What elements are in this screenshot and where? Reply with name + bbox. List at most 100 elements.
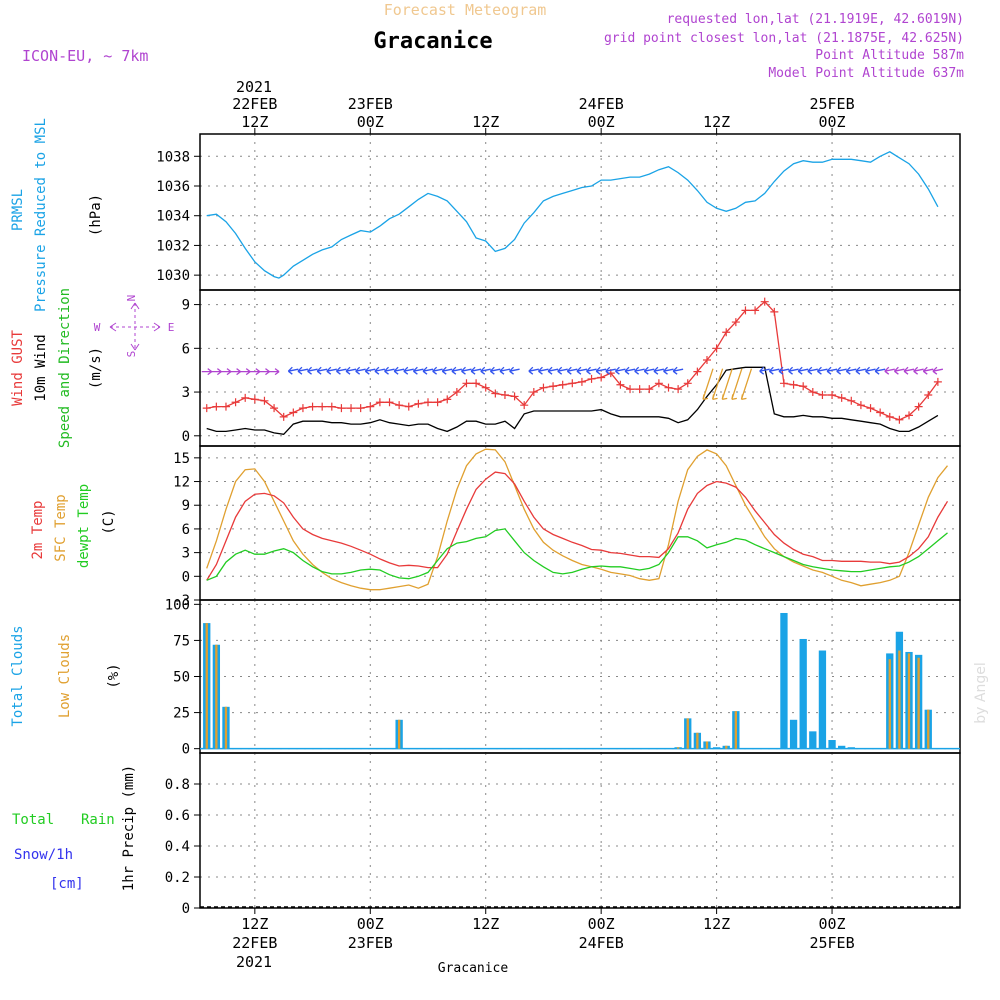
- pressure-ytick-label: 1036: [156, 179, 190, 195]
- wind-direction-arrow: [432, 366, 443, 375]
- gust-point: [828, 390, 837, 399]
- total-cloud-label: Total Clouds: [10, 625, 26, 726]
- gust-point: [279, 412, 288, 421]
- clouds-ytick-label: 75: [173, 633, 190, 649]
- wind-labels: Wind GUST 10m Wind Speed and Direction (…: [10, 288, 174, 448]
- gust-point: [500, 390, 509, 399]
- gust-point: [337, 404, 346, 413]
- clouds-ytick-label: 0: [182, 742, 190, 758]
- bottom-date-label: 24FEB: [579, 934, 624, 952]
- wind-direction-arrow: [576, 366, 588, 375]
- wind-direction-arrow: [702, 368, 714, 400]
- gust-point: [327, 402, 336, 411]
- wind-direction-arrow: [653, 366, 665, 375]
- wind-direction-arrow: [643, 366, 655, 375]
- cloud-labels: Total Clouds Low Clouds (%): [10, 625, 122, 726]
- gust-point: [260, 396, 269, 405]
- bottom-time-label: 12Z: [472, 915, 499, 933]
- wind-direction-arrow: [211, 368, 222, 376]
- top-year: 2021: [236, 78, 272, 96]
- wind-direction-arrow: [855, 366, 867, 375]
- gust-point: [462, 379, 471, 388]
- wind-direction-arrow: [316, 366, 328, 375]
- bottom-time-label: 12Z: [241, 915, 268, 933]
- low-cloud-bar: [888, 659, 891, 749]
- wind-direction-arrow: [605, 366, 616, 375]
- precip-snow-label: Snow/1h: [14, 847, 73, 863]
- wind-direction-arrow: [778, 366, 790, 375]
- compass-w: W: [94, 321, 101, 334]
- gust-point: [356, 404, 365, 413]
- bottom-date-label: 23FEB: [348, 934, 393, 952]
- gust-point: [558, 380, 567, 389]
- temperature-ytick-label: 3: [182, 546, 190, 562]
- bottom-time-label: 00Z: [819, 915, 846, 933]
- total-cloud-bar: [809, 731, 817, 749]
- pressure-ytick-label: 1034: [156, 209, 190, 225]
- gust-point: [731, 318, 740, 327]
- low-cloud-bar: [705, 741, 709, 749]
- gust-point: [568, 379, 577, 388]
- gust-point: [404, 402, 413, 411]
- gust-point: [616, 380, 625, 389]
- wind-direction-arrow: [326, 366, 337, 375]
- wind-direction-arrow: [797, 366, 809, 375]
- clouds-panel: 0 25 50 75 100: [165, 597, 961, 758]
- wind-direction-arrow: [287, 366, 299, 375]
- gust-point: [452, 388, 461, 397]
- wind-direction-arrow: [384, 366, 395, 375]
- gust-point: [626, 385, 635, 394]
- wind-direction-arrow: [922, 366, 934, 375]
- wind-direction-arrow: [731, 368, 743, 400]
- top-date-label: 22FEB: [232, 95, 277, 113]
- super-title: Forecast Meteogram: [384, 1, 547, 19]
- gust-point: [866, 404, 875, 413]
- precip-total-label: Total: [12, 812, 54, 828]
- precip-ytick-label: 0.2: [165, 870, 190, 886]
- gust-point: [847, 396, 856, 405]
- gust-point: [549, 382, 558, 391]
- gust-point: [366, 402, 375, 411]
- gust-point: [924, 390, 933, 399]
- pressure-ytick-label: 1038: [156, 149, 190, 165]
- total-cloud-bar: [799, 638, 807, 749]
- top-date-label: 24FEB: [579, 95, 624, 113]
- wind-direction-arrow: [240, 368, 251, 376]
- wind-direction-arrow: [634, 366, 645, 375]
- wind-direction-arrow: [595, 366, 607, 375]
- gust-point: [808, 388, 817, 397]
- gust-point: [760, 297, 769, 306]
- wind-direction-arrow: [740, 368, 753, 400]
- wind-direction-arrow: [297, 366, 309, 375]
- compass-n: N: [125, 295, 138, 302]
- requested-coords: requested lon,lat (21.1919E, 42.6019N): [667, 12, 964, 27]
- low-cloud-bar: [927, 709, 930, 749]
- gust-point: [905, 411, 914, 420]
- wind-direction-arrow: [269, 368, 280, 376]
- wind-direction-arrow: [913, 366, 924, 375]
- wind-direction-arrow: [364, 366, 376, 375]
- gust-point: [856, 401, 865, 410]
- pressure-label-1: PRMSL: [10, 189, 26, 231]
- compass-rose: W E N S: [94, 295, 175, 358]
- gust-point: [799, 382, 808, 391]
- wind-direction-arrow: [865, 366, 876, 375]
- gust-point: [885, 412, 894, 421]
- wind-direction-arrow: [489, 366, 501, 375]
- gust-point: [779, 379, 788, 388]
- low-cloud-bar: [734, 711, 738, 749]
- top-time-label: 00Z: [588, 113, 615, 131]
- top-time-label: 12Z: [241, 113, 268, 131]
- top-date-label: 23FEB: [348, 95, 393, 113]
- wind-direction-arrow: [451, 366, 462, 375]
- wind-direction-arrow: [374, 366, 386, 375]
- wind-ytick-label: 3: [182, 385, 190, 401]
- gridpoint-coords: grid point closest lon,lat (21.1875E, 42…: [604, 31, 964, 46]
- gust-point: [702, 355, 711, 364]
- wind-label: 10m Wind: [33, 334, 49, 401]
- wind-direction-arrow: [259, 368, 270, 376]
- gust-point: [645, 385, 654, 394]
- temperature-ytick-label: 15: [173, 451, 190, 467]
- wind-direction-arrow: [441, 366, 453, 375]
